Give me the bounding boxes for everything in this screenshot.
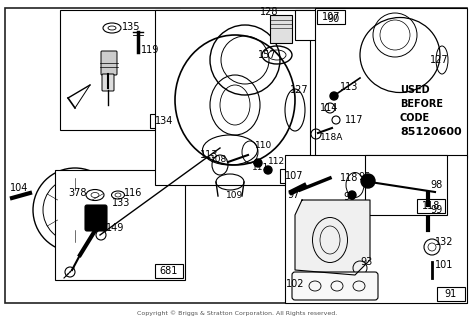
Circle shape bbox=[348, 191, 356, 199]
Bar bbox=[417, 199, 445, 213]
Text: 157: 157 bbox=[258, 50, 277, 60]
Text: 90: 90 bbox=[328, 14, 340, 24]
Text: 93: 93 bbox=[360, 257, 372, 267]
Bar bbox=[295, 10, 350, 40]
Text: 134: 134 bbox=[155, 116, 173, 126]
Text: 108: 108 bbox=[210, 155, 227, 164]
Circle shape bbox=[264, 166, 272, 174]
Bar bbox=[315, 8, 467, 158]
Text: 378: 378 bbox=[68, 188, 86, 198]
Text: 91: 91 bbox=[445, 289, 457, 299]
Text: 96: 96 bbox=[343, 192, 355, 202]
Text: 95: 95 bbox=[358, 172, 370, 182]
Text: 116: 116 bbox=[124, 188, 142, 198]
Text: 119: 119 bbox=[141, 45, 159, 55]
FancyBboxPatch shape bbox=[292, 272, 378, 300]
Text: 112: 112 bbox=[268, 158, 285, 167]
Text: 110: 110 bbox=[255, 141, 272, 150]
Text: 681: 681 bbox=[160, 266, 178, 276]
Text: 113: 113 bbox=[340, 82, 358, 92]
Text: 99: 99 bbox=[430, 205, 442, 215]
Circle shape bbox=[330, 92, 338, 100]
Circle shape bbox=[254, 159, 262, 167]
Text: 101: 101 bbox=[435, 260, 453, 270]
Text: 111: 111 bbox=[252, 163, 269, 172]
Text: BEFORE: BEFORE bbox=[400, 99, 443, 109]
Bar bbox=[317, 10, 345, 24]
Bar bbox=[365, 155, 447, 215]
Text: 149: 149 bbox=[106, 223, 124, 233]
Text: 114: 114 bbox=[320, 103, 338, 113]
Text: 135: 135 bbox=[122, 22, 140, 32]
FancyBboxPatch shape bbox=[85, 205, 107, 231]
Text: 102: 102 bbox=[286, 279, 304, 289]
Text: 107: 107 bbox=[285, 171, 303, 181]
Text: 97: 97 bbox=[287, 190, 300, 200]
Bar bbox=[280, 169, 308, 183]
Bar bbox=[270, 15, 292, 43]
Text: 117: 117 bbox=[345, 115, 364, 125]
Text: USED: USED bbox=[400, 85, 429, 95]
Text: 98: 98 bbox=[430, 180, 442, 190]
Text: 109: 109 bbox=[226, 192, 243, 201]
Bar bbox=[320, 12, 348, 26]
Bar bbox=[437, 287, 465, 301]
Bar bbox=[55, 170, 185, 280]
FancyBboxPatch shape bbox=[102, 74, 114, 91]
Text: 133: 133 bbox=[112, 198, 130, 208]
Text: 118: 118 bbox=[422, 201, 440, 211]
Text: 107: 107 bbox=[322, 12, 340, 22]
Bar bbox=[150, 114, 178, 128]
Text: 118A: 118A bbox=[320, 134, 343, 143]
Bar bbox=[60, 10, 180, 130]
Polygon shape bbox=[295, 200, 370, 275]
Text: 85120600: 85120600 bbox=[400, 127, 462, 137]
Circle shape bbox=[361, 174, 375, 188]
Text: 118: 118 bbox=[340, 173, 358, 183]
Bar bbox=[285, 155, 467, 303]
Bar bbox=[155, 264, 183, 278]
FancyBboxPatch shape bbox=[101, 51, 117, 75]
Text: Copyright © Briggs & Stratton Corporation. All Rights reserved.: Copyright © Briggs & Stratton Corporatio… bbox=[137, 310, 337, 316]
Text: 132: 132 bbox=[435, 237, 454, 247]
Text: 127: 127 bbox=[290, 85, 309, 95]
Text: CODE: CODE bbox=[400, 113, 430, 123]
Bar bbox=[155, 10, 310, 185]
Text: 127: 127 bbox=[430, 55, 448, 65]
Text: 128: 128 bbox=[260, 7, 279, 17]
Text: 104: 104 bbox=[10, 183, 28, 193]
Text: 113: 113 bbox=[200, 150, 219, 160]
